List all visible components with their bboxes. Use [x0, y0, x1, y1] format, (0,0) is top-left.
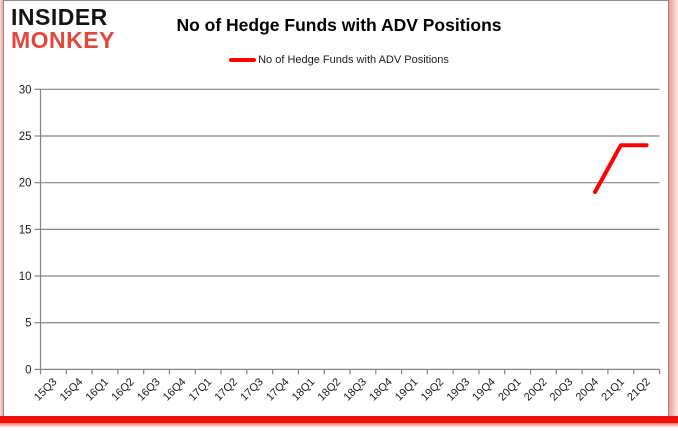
y-tick-label-25: 25 — [19, 131, 32, 143]
y-tick-label-15: 15 — [19, 224, 32, 236]
series-line — [593, 143, 649, 194]
legend-line-swatch — [229, 58, 257, 62]
x-tick-label-18Q1: 18Q1 — [290, 376, 318, 404]
x-tick-label-20Q2: 20Q2 — [522, 376, 550, 404]
frame-right-border-line — [668, 0, 669, 420]
x-tick-label-21Q1: 21Q1 — [599, 376, 627, 404]
x-tick-label-16Q1: 16Q1 — [84, 376, 112, 404]
frame-bottom-border-fade — [0, 423, 678, 428]
x-tick-label-16Q2: 16Q2 — [109, 376, 137, 404]
x-tick-label-17Q4: 17Q4 — [264, 376, 292, 404]
logo-line-insider: INSIDER — [11, 4, 108, 30]
x-tick-label-17Q3: 17Q3 — [238, 376, 266, 404]
x-tick-label-21Q2: 21Q2 — [625, 376, 653, 404]
x-tick-label-15Q4: 15Q4 — [58, 376, 86, 404]
x-tick-label-17Q2: 17Q2 — [213, 376, 241, 404]
frame-left-border-line — [3, 0, 4, 418]
frame-bottom-border — [0, 416, 678, 423]
x-tick-label-19Q4: 19Q4 — [470, 376, 498, 404]
x-tick-label-20Q4: 20Q4 — [574, 376, 602, 404]
x-tick-label-19Q2: 19Q2 — [419, 376, 447, 404]
y-tick-label-10: 10 — [19, 271, 32, 283]
y-tick-label-20: 20 — [19, 178, 32, 190]
x-tick-label-16Q3: 16Q3 — [135, 376, 163, 404]
x-tick-label-17Q1: 17Q1 — [187, 376, 215, 404]
x-tick-label-15Q3: 15Q3 — [32, 376, 60, 404]
x-tick-label-18Q3: 18Q3 — [341, 376, 369, 404]
x-tick-label-18Q2: 18Q2 — [316, 376, 344, 404]
x-tick-label-19Q3: 19Q3 — [445, 376, 473, 404]
insider-monkey-logo: INSIDER MONKEY — [11, 6, 115, 51]
frame-left-border — [0, 0, 3, 420]
frame-top-border — [0, 0, 678, 1]
legend-label: No of Hedge Funds with ADV Positions — [258, 54, 449, 66]
y-tick-label-5: 5 — [25, 318, 31, 330]
x-tick-label-16Q4: 16Q4 — [161, 376, 189, 404]
y-tick-label-30: 30 — [19, 84, 32, 96]
frame-right-border — [669, 0, 678, 424]
x-tick-label-19Q1: 19Q1 — [393, 376, 421, 404]
x-tick-label-20Q1: 20Q1 — [496, 376, 524, 404]
x-tick-label-20Q3: 20Q3 — [548, 376, 576, 404]
chart-title: No of Hedge Funds with ADV Positions — [176, 15, 502, 35]
x-tick-label-18Q4: 18Q4 — [367, 376, 395, 404]
chart-legend: No of Hedge Funds with ADV Positions — [0, 54, 678, 66]
logo-line-monkey: MONKEY — [11, 26, 115, 53]
y-tick-label-0: 0 — [25, 364, 31, 376]
